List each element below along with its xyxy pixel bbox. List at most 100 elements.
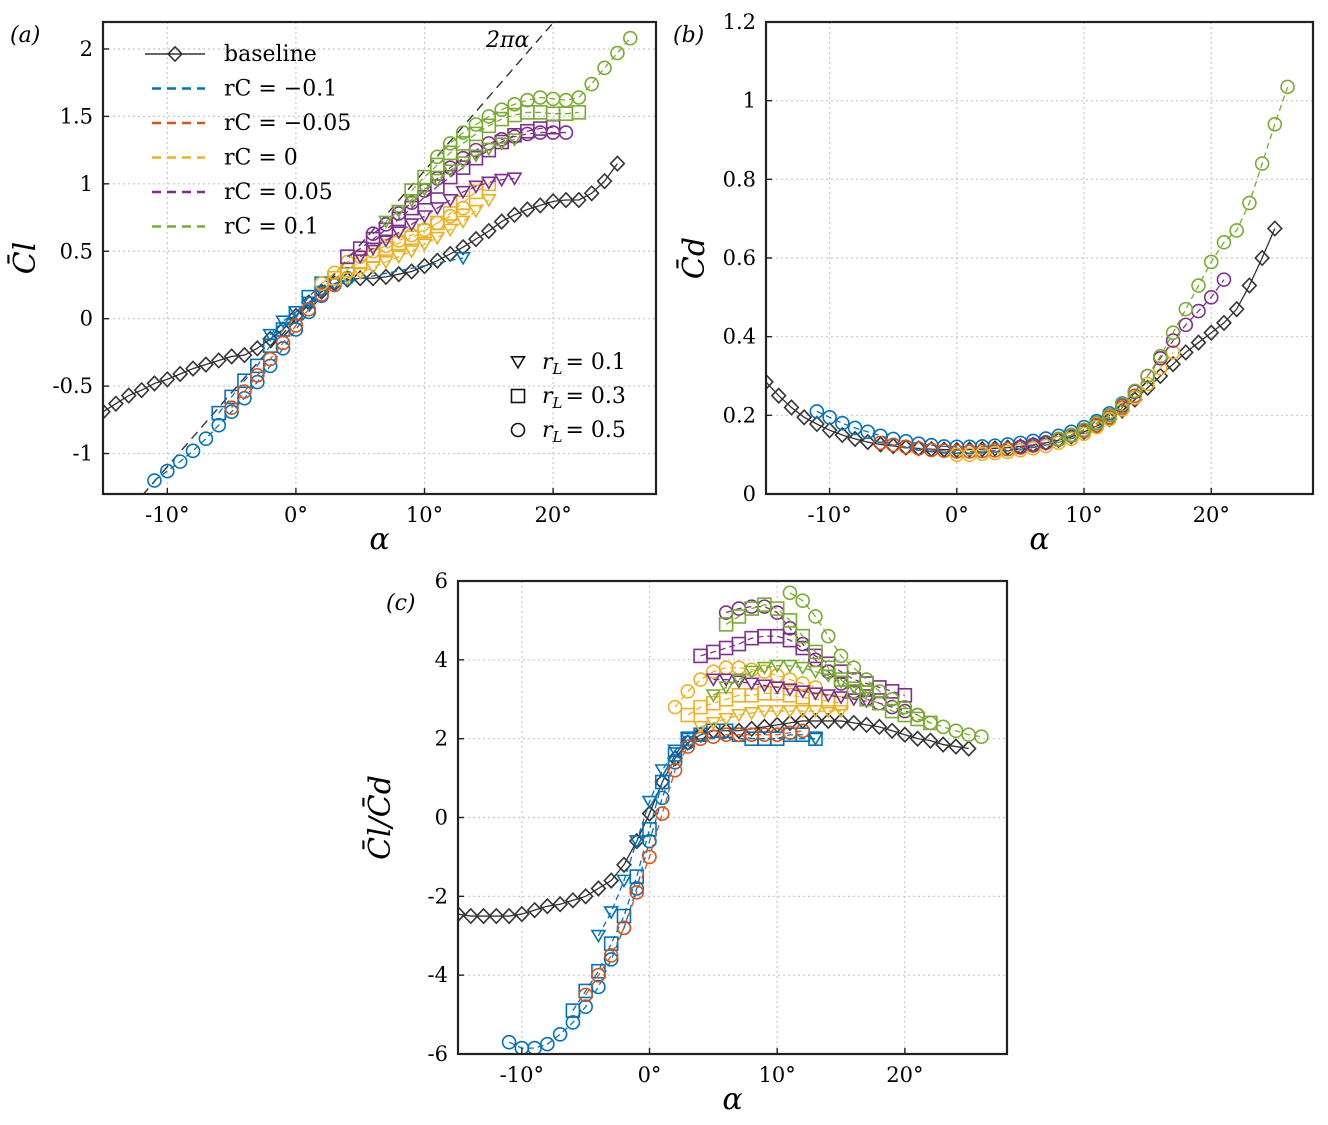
- series-rC=0, rL=0.1: [339, 194, 497, 286]
- y-tick-label: 0.6: [723, 246, 756, 270]
- data-point: [250, 368, 265, 383]
- x-tick-label: 20°: [1193, 503, 1230, 527]
- data-point: [378, 222, 394, 237]
- y-tick-label: -0.5: [53, 374, 94, 398]
- series-rC=0, rL=0.1: [692, 705, 849, 735]
- data-point: [352, 269, 369, 287]
- series-baseline: [766, 220, 1283, 459]
- data-point: [667, 699, 683, 715]
- legend-marker-label: rL = 0.5: [542, 418, 626, 446]
- data-point: [462, 907, 479, 925]
- data-point: [185, 360, 201, 377]
- data-point: [365, 261, 381, 275]
- legend-marker-label: rL = 0.3: [542, 384, 626, 412]
- data-point: [552, 1026, 568, 1042]
- data-point: [872, 684, 887, 699]
- y-axis-label: C̄l: [7, 242, 43, 275]
- data-point: [107, 395, 124, 412]
- data-point: [896, 726, 913, 744]
- y-tick-label: 1: [743, 89, 756, 113]
- data-point: [909, 730, 926, 747]
- data-point: [935, 719, 951, 735]
- data-point: [872, 436, 889, 453]
- data-point: [526, 901, 543, 919]
- y-tick-label: 0.4: [723, 325, 756, 349]
- data-point: [845, 714, 862, 732]
- data-point: [571, 105, 587, 120]
- data-point: [858, 685, 875, 699]
- data-point: [390, 226, 407, 240]
- data-point: [1254, 249, 1271, 267]
- data-point: [404, 183, 419, 198]
- axes-frame: [101, 20, 658, 496]
- data-point: [403, 245, 420, 259]
- data-point: [730, 675, 747, 689]
- data-point: [211, 405, 227, 421]
- data-point: [488, 907, 505, 925]
- data-point: [680, 707, 696, 723]
- data-point: [480, 194, 497, 208]
- data-point: [1064, 427, 1079, 443]
- series-rC=-0.05, rL=0.5: [578, 723, 811, 1003]
- data-point: [616, 908, 632, 924]
- data-point: [1177, 344, 1194, 361]
- data-point: [430, 215, 445, 231]
- x-tick-label: 0°: [638, 1063, 662, 1087]
- data-point: [507, 96, 522, 112]
- series-line: [359, 177, 515, 258]
- y-tick-label: -4: [428, 963, 448, 987]
- data-point: [769, 681, 786, 695]
- data-point: [133, 381, 150, 399]
- series-baseline: [458, 712, 977, 925]
- data-point: [871, 718, 888, 736]
- x-axis-label: α: [1029, 522, 1049, 557]
- data-point: [237, 384, 252, 399]
- data-point: [480, 222, 497, 240]
- data-point: [603, 936, 619, 951]
- data-point: [455, 238, 472, 256]
- data-point: [718, 673, 735, 687]
- legend-marker: [510, 355, 526, 370]
- data-point: [743, 707, 760, 721]
- data-point: [365, 231, 381, 247]
- data-point: [1242, 195, 1257, 211]
- x-tick-label: 0°: [945, 503, 969, 527]
- data-point: [1114, 397, 1130, 412]
- data-point: [794, 705, 811, 719]
- data-point: [147, 473, 162, 488]
- data-point: [782, 705, 798, 719]
- legend-marker: [510, 422, 526, 438]
- data-point: [416, 210, 433, 224]
- legend-marker-entry: rL = 0.3: [510, 384, 626, 412]
- data-point: [578, 987, 593, 1003]
- data-point: [442, 194, 459, 208]
- data-point: [583, 184, 600, 202]
- data-point: [468, 126, 484, 142]
- data-point: [159, 371, 176, 388]
- data-point: [577, 888, 594, 905]
- x-tick-label: -10°: [145, 503, 189, 527]
- data-point: [833, 712, 849, 730]
- legend-entry: rC = −0.05: [152, 111, 351, 136]
- legend-marker: [167, 45, 183, 63]
- data-point: [731, 609, 747, 624]
- data-point: [442, 145, 458, 161]
- series-rC=0.1, rL=0.3: [718, 597, 938, 731]
- series-line: [572, 730, 816, 1011]
- y-tick-label: 0.5: [60, 239, 93, 263]
- data-point: [404, 200, 419, 216]
- data-point: [249, 340, 266, 357]
- series-line: [231, 284, 335, 409]
- data-point: [365, 242, 381, 256]
- data-point: [795, 723, 811, 739]
- legend-label: rC = 0.05: [224, 180, 333, 205]
- data-point: [596, 172, 613, 190]
- data-point: [628, 835, 645, 849]
- x-tick-label: 0°: [284, 503, 308, 527]
- data-point: [211, 417, 227, 433]
- data-point: [718, 617, 734, 632]
- series-line: [713, 678, 867, 702]
- data-point: [590, 929, 607, 944]
- data-point: [416, 257, 433, 275]
- data-point: [603, 872, 620, 889]
